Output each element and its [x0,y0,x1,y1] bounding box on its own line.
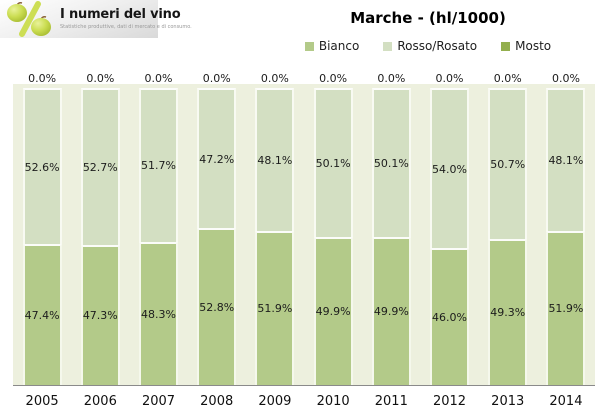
x-axis-labels: 2005 2006 2007 2008 2009 2010 2011 2012 2013 2014 [13,394,595,409]
segment-bianco-2010: 49.9% [313,236,353,385]
logo-title: I numeri del vino [60,7,181,22]
value-label-bianco-2011: 49.9% [373,305,409,319]
x-axis-label-2009: 2009 [258,394,292,409]
segment-rosso-rosato-2012: 54.0% [430,88,470,249]
value-label-bianco-2012: 46.0% [432,311,467,325]
value-label-bianco-2007: 48.3% [141,307,176,321]
value-label-mosto-2005: 0.0% [28,72,57,85]
plot-area: 47.4% 52.6% 0.0% 47.3% 52.7% 0.0% 48.3% 51.7% 0.… [13,72,595,386]
value-label-bianco-2013: 49.3% [490,306,526,320]
segment-rosso-rosato-2014: 48.1% [546,88,586,231]
segment-rosso-rosato-2008: 47.2% [197,88,237,229]
bar-slot-2014: 51.9% 48.1% 0.0% [537,72,595,385]
x-axis-label-2010: 2010 [316,394,350,409]
x-axis-label-2011: 2011 [374,394,408,409]
segment-rosso-rosato-2009: 48.1% [255,88,295,231]
value-label-mosto-2007: 0.0% [144,72,173,85]
value-label-mosto-2008: 0.0% [202,72,231,85]
segment-rosso-rosato-2006: 52.7% [80,88,120,245]
legend-swatch-rosso-rosato [383,41,393,51]
segment-bianco-2007: 48.3% [139,241,178,385]
segment-bianco-2008: 52.8% [197,228,237,385]
value-label-mosto-2011: 0.0% [377,72,406,85]
stacked-bar-2005: 47.4% 52.6% 0.0% [22,72,62,385]
value-label-bianco-2014: 51.9% [548,302,584,316]
x-axis-label-2014: 2014 [549,394,583,409]
legend: Bianco Rosso/Rosato Mosto [255,39,601,53]
value-label-mosto-2010: 0.0% [319,72,348,85]
value-label-bianco-2005: 47.4% [24,309,60,323]
value-label-rosso-rosato-2006: 52.7% [82,160,118,174]
legend-label-bianco: Bianco [318,39,360,53]
chart-title: Marche - (hl/1000) [350,9,506,27]
segment-bianco-2014: 51.9% [546,230,586,385]
x-axis-label-2006: 2006 [83,394,117,409]
segment-bianco-2005: 47.4% [22,244,62,385]
segment-bianco-2009: 51.9% [255,230,295,385]
segment-bianco-2011: 49.9% [371,236,411,385]
x-axis-label-2007: 2007 [141,394,176,409]
value-label-rosso-rosato-2014: 48.1% [548,153,584,167]
value-label-rosso-rosato-2009: 48.1% [257,153,293,167]
legend-label-mosto: Mosto [515,39,552,53]
value-label-rosso-rosato-2005: 52.6% [24,160,60,174]
value-label-rosso-rosato-2013: 50.7% [490,157,526,171]
logo-subtitle: Statistiche produttive, dati di mercato … [60,24,192,30]
value-label-mosto-2013: 0.0% [493,72,522,85]
segment-rosso-rosato-2013: 50.7% [488,88,528,239]
legend-item-bianco: Bianco [304,39,360,53]
legend-item-mosto: Mosto [501,39,551,53]
site-logo: I numeri del vino Statistiche produttive… [0,0,192,38]
bar-slot-2011: 49.9% 50.1% 0.0% [362,72,420,385]
stacked-bar-2014: 51.9% 48.1% 0.0% [546,72,586,385]
value-label-rosso-rosato-2008: 47.2% [199,152,235,166]
value-label-rosso-rosato-2011: 50.1% [373,156,409,170]
segment-bianco-2012: 46.0% [430,248,470,385]
segment-bianco-2006: 47.3% [80,244,120,385]
stacked-bar-2009: 51.9% 48.1% 0.0% [255,72,295,385]
stacked-bar-2012: 46.0% 54.0% 0.0% [430,72,470,385]
value-label-bianco-2009: 51.9% [257,302,293,316]
x-axis-label-2005: 2005 [25,394,59,409]
stacked-bar-2008: 52.8% 47.2% 0.0% [197,72,237,385]
value-label-mosto-2014: 0.0% [551,72,580,85]
stacked-bar-2013: 49.3% 50.7% 0.0% [488,72,528,385]
segment-rosso-rosato-2007: 51.7% [139,88,178,242]
value-label-rosso-rosato-2012: 54.0% [432,162,467,176]
legend-swatch-mosto [501,41,511,51]
segment-bianco-2013: 49.3% [488,238,528,385]
stacked-bar-2010: 49.9% 50.1% 0.0% [313,72,353,385]
x-axis-label-2013: 2013 [491,394,525,409]
bar-slot-2012: 46.0% 54.0% 0.0% [420,72,478,385]
value-label-bianco-2010: 49.9% [315,305,351,319]
value-label-bianco-2006: 47.3% [82,309,118,323]
segment-rosso-rosato-2005: 52.6% [22,88,62,245]
bar-slot-2010: 49.9% 50.1% 0.0% [304,72,362,385]
value-label-mosto-2006: 0.0% [86,72,115,85]
x-axis-label-2008: 2008 [200,394,234,409]
value-label-mosto-2009: 0.0% [260,72,289,85]
grapes-percent-icon [7,1,51,37]
bar-slot-2009: 51.9% 48.1% 0.0% [246,72,304,385]
legend-swatch-bianco [304,41,314,51]
legend-label-rosso-rosato: Rosso/Rosato [397,39,478,53]
stacked-bar-2011: 49.9% 50.1% 0.0% [371,72,411,385]
bar-slot-2013: 49.3% 50.7% 0.0% [479,72,537,385]
value-label-rosso-rosato-2007: 51.7% [141,159,176,173]
value-label-mosto-2012: 0.0% [435,72,464,85]
bar-slot-2005: 47.4% 52.6% 0.0% [13,72,71,385]
bar-slot-2006: 47.3% 52.7% 0.0% [71,72,129,385]
segment-rosso-rosato-2011: 50.1% [371,88,411,237]
x-axis-label-2012: 2012 [432,394,467,409]
legend-item-rosso-rosato: Rosso/Rosato [383,39,477,53]
bar-slot-2008: 52.8% 47.2% 0.0% [188,72,246,385]
stacked-bar-2006: 47.3% 52.7% 0.0% [80,72,120,385]
stacked-bar-2007: 48.3% 51.7% 0.0% [139,72,178,385]
segment-rosso-rosato-2010: 50.1% [313,88,353,237]
bar-slot-2007: 48.3% 51.7% 0.0% [129,72,187,385]
value-label-bianco-2008: 52.8% [199,301,235,315]
value-label-rosso-rosato-2010: 50.1% [315,156,351,170]
